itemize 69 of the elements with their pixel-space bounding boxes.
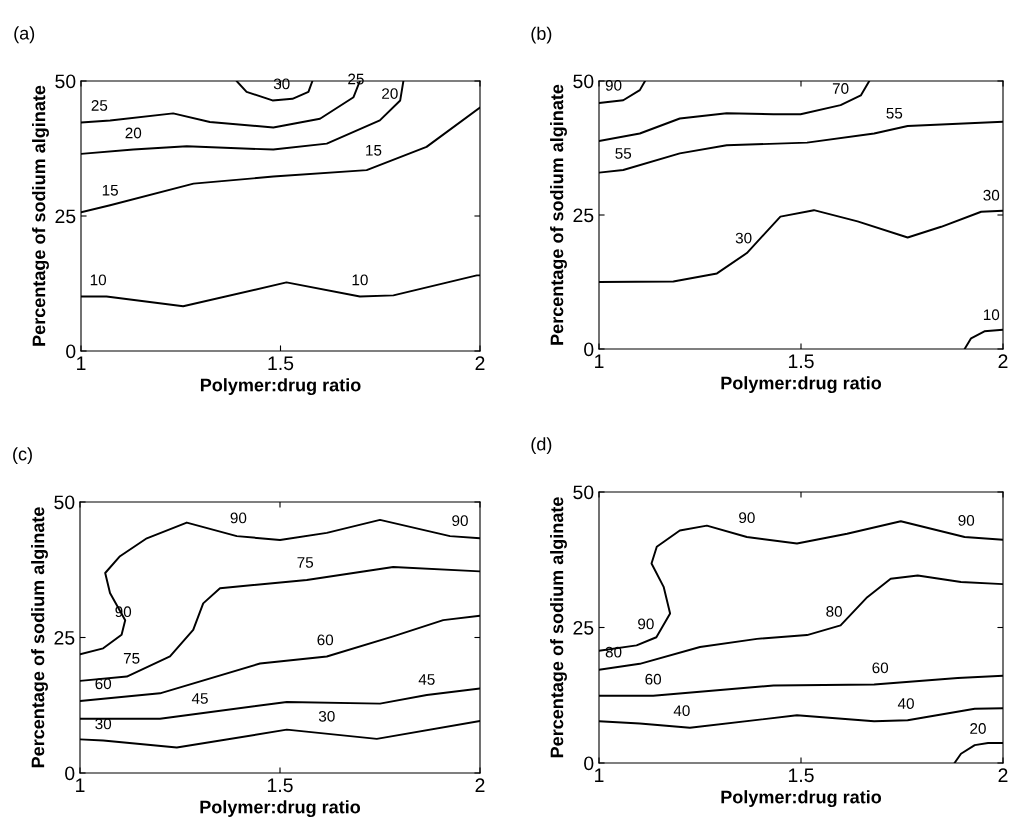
- x-tick-label: 1: [595, 768, 604, 782]
- annotation: 55: [886, 107, 903, 119]
- annotation: 20: [970, 723, 986, 734]
- annotation: 60: [645, 673, 662, 685]
- annotation: 15: [366, 145, 382, 156]
- annotation: 25: [348, 73, 364, 85]
- annotation: 25: [91, 100, 108, 111]
- x-tick-label: 2: [998, 768, 1008, 782]
- annotation: 45: [418, 674, 435, 685]
- annotation: 55: [615, 148, 632, 159]
- chart-title: (d): [531, 437, 552, 455]
- annotation: 75: [123, 653, 140, 664]
- y-tick-label: 0: [66, 344, 76, 359]
- y-axis-title: Percentage of sodium alginate: [550, 84, 567, 345]
- annotation: 15: [102, 184, 118, 196]
- y-axis-title: Percentage of sodium alginate: [550, 497, 567, 758]
- annotation: 70: [832, 83, 849, 94]
- annotation: 10: [352, 274, 368, 286]
- chart-title: (a): [14, 26, 35, 44]
- y-axis-title: Percentage of sodium alginate: [31, 507, 48, 768]
- y-tick-label: 0: [65, 766, 75, 781]
- annotation: 90: [452, 515, 468, 527]
- y-tick-label: 50: [573, 74, 594, 89]
- y-tick-label: 0: [584, 342, 594, 357]
- x-axis-title: Polymer:drug ratio: [721, 376, 882, 394]
- annotation: 40: [673, 705, 690, 717]
- x-axis-title: Polymer:drug ratio: [200, 378, 361, 396]
- annotation: 45: [191, 693, 208, 704]
- x-tick-label: 2: [475, 778, 485, 792]
- x-tick-label: 1: [76, 778, 85, 792]
- annotation: 75: [297, 557, 314, 568]
- annotation: 90: [605, 79, 622, 91]
- annotation: 40: [897, 698, 914, 710]
- annotation: 30: [95, 718, 112, 730]
- annotation: 90: [638, 618, 654, 630]
- annotation: 30: [735, 232, 752, 244]
- x-tick-label: 1: [77, 356, 86, 370]
- y-tick-label: 25: [573, 208, 594, 223]
- x-tick-label: 1.5: [268, 356, 294, 371]
- y-tick-label: 25: [55, 209, 76, 224]
- y-tick-label: 50: [55, 74, 76, 89]
- annotation: 30: [983, 189, 1000, 201]
- y-tick-label: 25: [54, 630, 75, 645]
- annotation: 90: [958, 514, 975, 526]
- annotation: 60: [872, 662, 889, 674]
- chart-title: (c): [13, 447, 32, 465]
- x-tick-label: 2: [998, 354, 1008, 368]
- annotation: 20: [382, 88, 398, 99]
- x-tick-label: 1: [595, 354, 604, 368]
- x-axis-title: Polymer:drug ratio: [200, 800, 361, 818]
- annotation: 90: [739, 512, 755, 524]
- x-tick-label: 1.5: [788, 768, 814, 783]
- annotation: 90: [230, 512, 247, 524]
- y-tick-label: 50: [573, 485, 594, 500]
- chart-title: (b): [531, 26, 552, 44]
- x-tick-label: 1.5: [267, 778, 293, 793]
- annotation: 60: [317, 634, 334, 646]
- x-axis-title: Polymer:drug ratio: [721, 790, 882, 808]
- x-tick-label: 1.5: [788, 354, 814, 369]
- y-tick-label: 25: [573, 620, 594, 635]
- annotation: 80: [826, 606, 843, 617]
- annotation: 20: [125, 127, 142, 139]
- y-tick-label: 50: [54, 495, 75, 510]
- y-tick-label: 0: [584, 756, 594, 771]
- annotation: 10: [90, 274, 107, 286]
- x-tick-label: 2: [475, 356, 485, 370]
- annotation: 10: [983, 309, 1000, 321]
- annotation: 30: [318, 710, 335, 722]
- y-axis-title: Percentage of sodium alginate: [32, 85, 49, 346]
